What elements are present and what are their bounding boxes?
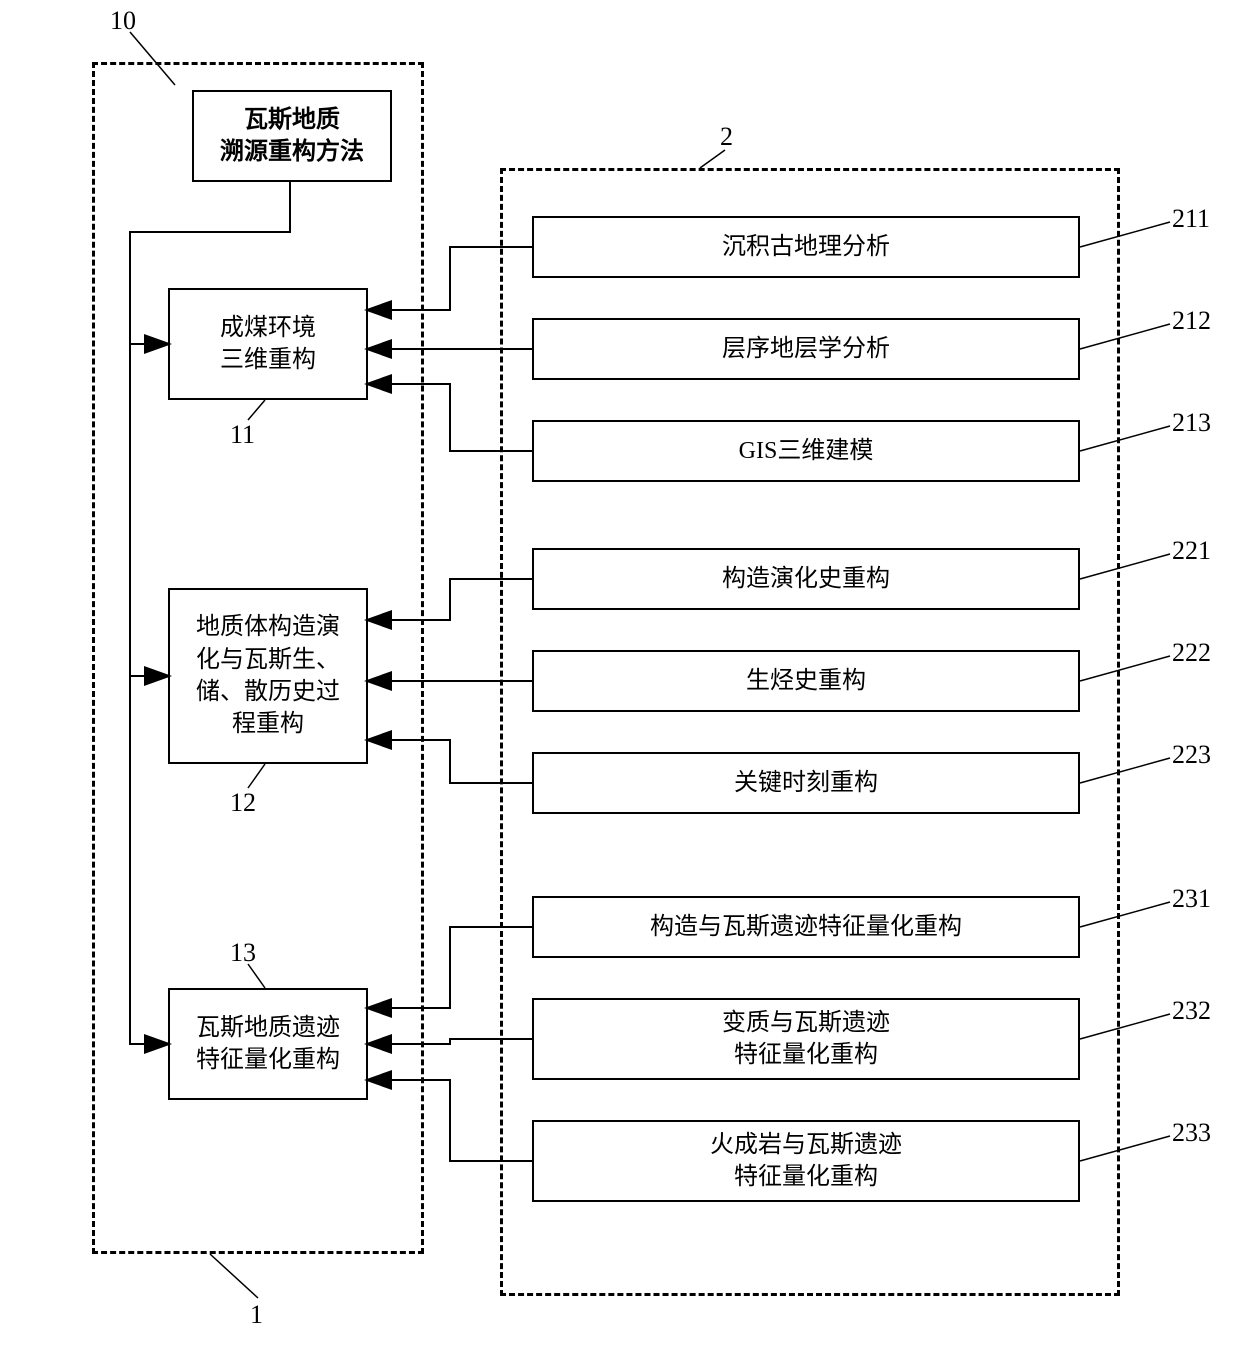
callout-222: 222 [1172, 638, 1211, 668]
node-11-label: 成煤环境 三维重构 [220, 312, 316, 377]
node-223: 关键时刻重构 [532, 752, 1080, 814]
callout-211: 211 [1172, 204, 1210, 234]
callout-13: 13 [230, 938, 256, 968]
callout-12: 12 [230, 788, 256, 818]
callout-213: 213 [1172, 408, 1211, 438]
node-213-label: GIS三维建模 [739, 435, 874, 467]
node-10: 瓦斯地质 溯源重构方法 [192, 90, 392, 182]
callout-212: 212 [1172, 306, 1211, 336]
node-11: 成煤环境 三维重构 [168, 288, 368, 400]
callout-10: 10 [110, 6, 136, 36]
diagram-root: 瓦斯地质 溯源重构方法 成煤环境 三维重构 地质体构造演 化与瓦斯生、 储、散历… [0, 0, 1240, 1348]
node-13: 瓦斯地质遗迹 特征量化重构 [168, 988, 368, 1100]
node-10-label: 瓦斯地质 溯源重构方法 [220, 104, 364, 169]
callout-2: 2 [720, 122, 733, 152]
node-233-label: 火成岩与瓦斯遗迹 特征量化重构 [710, 1129, 902, 1194]
callout-232: 232 [1172, 996, 1211, 1026]
callout-1: 1 [250, 1300, 263, 1330]
node-12: 地质体构造演 化与瓦斯生、 储、散历史过 程重构 [168, 588, 368, 764]
node-232-label: 变质与瓦斯遗迹 特征量化重构 [722, 1007, 890, 1072]
callout-231: 231 [1172, 884, 1211, 914]
node-12-label: 地质体构造演 化与瓦斯生、 储、散历史过 程重构 [196, 611, 340, 741]
node-231-label: 构造与瓦斯遗迹特征量化重构 [650, 911, 962, 943]
callout-221: 221 [1172, 536, 1211, 566]
callout-11: 11 [230, 420, 255, 450]
node-223-label: 关键时刻重构 [734, 767, 878, 799]
node-212-label: 层序地层学分析 [722, 333, 890, 365]
node-211: 沉积古地理分析 [532, 216, 1080, 278]
node-213: GIS三维建模 [532, 420, 1080, 482]
node-222: 生烃史重构 [532, 650, 1080, 712]
node-212: 层序地层学分析 [532, 318, 1080, 380]
callout-233: 233 [1172, 1118, 1211, 1148]
node-233: 火成岩与瓦斯遗迹 特征量化重构 [532, 1120, 1080, 1202]
node-221-label: 构造演化史重构 [722, 563, 890, 595]
node-232: 变质与瓦斯遗迹 特征量化重构 [532, 998, 1080, 1080]
node-221: 构造演化史重构 [532, 548, 1080, 610]
node-211-label: 沉积古地理分析 [722, 231, 890, 263]
node-222-label: 生烃史重构 [746, 665, 866, 697]
node-231: 构造与瓦斯遗迹特征量化重构 [532, 896, 1080, 958]
node-13-label: 瓦斯地质遗迹 特征量化重构 [196, 1012, 340, 1077]
callout-223: 223 [1172, 740, 1211, 770]
